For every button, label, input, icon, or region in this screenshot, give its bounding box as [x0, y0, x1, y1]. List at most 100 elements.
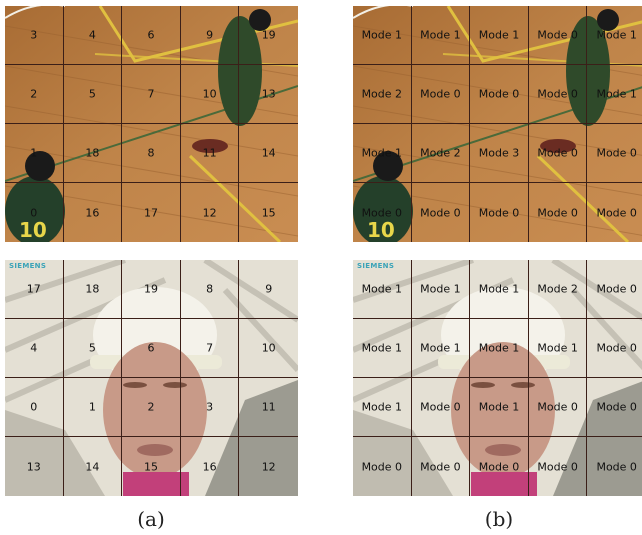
cell-label: Mode 0	[596, 400, 637, 414]
grid-cell: 16	[181, 437, 240, 496]
grid-cell: Mode 1	[587, 65, 642, 124]
grid-cell: 4	[63, 6, 123, 65]
cell-label: 1	[88, 400, 96, 414]
cell-label: 4	[30, 341, 38, 355]
foreman-image	[5, 260, 298, 496]
cell-label: Mode 0	[537, 206, 578, 219]
cell-label: 4	[88, 28, 96, 42]
cell-label: Mode 1	[478, 341, 520, 355]
grid-cell: 5	[63, 319, 123, 378]
cell-label: 1	[30, 146, 38, 160]
cell-label: 9	[265, 282, 273, 296]
grid-cell: Mode 0	[411, 378, 471, 437]
cell-label: Mode 0	[420, 87, 461, 101]
grid-cell: 19	[239, 6, 298, 65]
cell-label: Mode 1	[537, 341, 578, 355]
cell-label: 15	[143, 460, 158, 473]
grid-b-top: Mode 1 Mode 1 Mode 1 Mode 0 Mode 1 Mode 2 Mode…	[353, 6, 642, 242]
grid-cell: Mode 2	[528, 260, 588, 319]
cell-label: Mode 0	[596, 460, 637, 473]
grid-cell: 8	[180, 260, 240, 319]
jersey-number-graphic: 10	[367, 218, 395, 242]
grid-cell: Mode 0	[528, 124, 588, 183]
jersey-number-graphic: 10	[19, 218, 47, 242]
basketball-court-image	[353, 6, 642, 242]
grid-cell: Mode 0	[412, 437, 471, 496]
cell-label: 0	[30, 206, 38, 219]
cell-label: Mode 0	[361, 460, 403, 473]
cell-label: Mode 0	[361, 206, 403, 219]
cell-label: Mode 1	[361, 146, 403, 160]
cell-label: Mode 1	[361, 400, 403, 414]
grid-cell: Mode 1	[353, 319, 412, 378]
panel-b-foreman: SIEMENS Mode 1 Mode 1 Mode 1 Mode 2 Mode 0 Mo…	[353, 260, 642, 496]
cell-label: 8	[147, 146, 155, 160]
grid-cell: 3	[5, 6, 64, 65]
grid-cell: Mode 0	[470, 65, 529, 124]
cell-label: Mode 1	[361, 28, 403, 42]
cell-label: Mode 0	[596, 206, 637, 219]
grid-cell: 0	[5, 183, 64, 242]
grid-cell: Mode 0	[470, 437, 529, 496]
grid-cell: 3	[180, 378, 240, 437]
grid-cell: Mode 1	[587, 6, 642, 65]
grid-cell: 18	[63, 124, 123, 183]
grid-cell: 7	[122, 65, 181, 124]
grid-cell: 11	[180, 124, 240, 183]
grid-cell: 15	[122, 437, 181, 496]
cell-label: 10	[261, 341, 276, 355]
grid-cell: Mode 0	[412, 183, 471, 242]
grid-cell: 6	[122, 319, 181, 378]
cell-label: Mode 1	[596, 87, 637, 101]
grid-cell: 1	[5, 124, 64, 183]
grid-cell: 14	[239, 124, 298, 183]
grid-cell: Mode 1	[470, 260, 529, 319]
cell-label: Mode 1	[478, 28, 520, 42]
cell-label: Mode 0	[537, 460, 578, 473]
cell-label: 14	[85, 460, 100, 473]
cell-label: Mode 1	[420, 341, 461, 355]
grid-cell: Mode 0	[587, 183, 642, 242]
grid-cell: 2	[5, 65, 64, 124]
cell-label: 9	[206, 28, 214, 42]
cell-label: 5	[88, 341, 96, 355]
grid-cell: Mode 0	[529, 437, 588, 496]
cell-label: Mode 2	[420, 146, 461, 160]
cell-label: Mode 0	[596, 146, 637, 160]
grid-cell: Mode 0	[587, 260, 642, 319]
grid-cell: Mode 3	[470, 124, 529, 183]
grid-b-bottom: Mode 1 Mode 1 Mode 1 Mode 2 Mode 0 Mode 1 Mode…	[353, 260, 642, 496]
panel-a-basketball: 10 3 4 6 9 19 2 5 7 10 13 1 18 8 11 14 0 16 17 12 15	[5, 6, 298, 242]
grid-cell: 8	[122, 124, 181, 183]
grid-cell: Mode 1	[470, 6, 529, 65]
cell-label: Mode 0	[537, 28, 578, 42]
panel-a-foreman: SIEMENS 17 18 19 8 9 4 5 6 7 10 0 1 2 3 11 13 14 15 16 12	[5, 260, 298, 496]
grid-a-top: 3 4 6 9 19 2 5 7 10 13 1 18 8 11 14 0 16 17 12 15	[5, 6, 298, 242]
cell-label: 7	[147, 87, 155, 101]
grid-cell: Mode 1	[470, 319, 529, 378]
grid-cell: 19	[122, 260, 181, 319]
grid-cell: 14	[64, 437, 123, 496]
grid-cell: Mode 0	[528, 378, 588, 437]
grid-cell: Mode 2	[411, 124, 471, 183]
grid-cell: Mode 0	[528, 6, 588, 65]
grid-cell: Mode 0	[353, 437, 412, 496]
grid-cell: 10	[180, 65, 240, 124]
grid-cell: Mode 0	[529, 183, 588, 242]
cell-label: 19	[143, 282, 158, 296]
caption-b: (b)	[484, 507, 514, 531]
cell-label: Mode 2	[361, 87, 403, 101]
cell-label: 5	[88, 87, 96, 101]
cell-label: 10	[202, 87, 217, 101]
caption-a: (a)	[137, 507, 165, 531]
cell-label: 0	[30, 400, 38, 414]
cell-label: Mode 0	[596, 341, 637, 355]
grid-cell: Mode 2	[353, 65, 412, 124]
cell-label: Mode 0	[537, 400, 578, 414]
grid-a-bottom: 17 18 19 8 9 4 5 6 7 10 0 1 2 3 11 13 14 15 16 12	[5, 260, 298, 496]
cell-label: Mode 0	[537, 87, 578, 101]
cell-label: 13	[26, 460, 41, 473]
grid-cell: Mode 0	[470, 183, 529, 242]
grid-cell: Mode 1	[470, 378, 529, 437]
grid-cell: 11	[239, 378, 298, 437]
